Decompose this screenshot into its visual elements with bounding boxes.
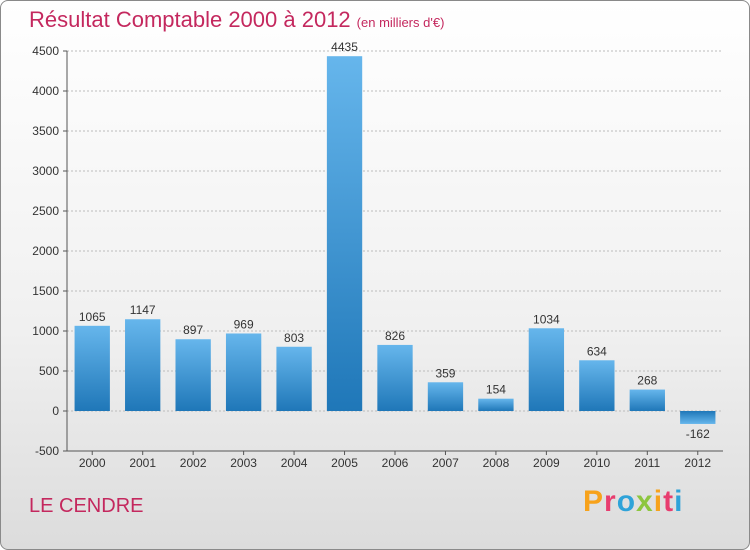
bar — [528, 328, 565, 411]
y-tick-label: -500 — [35, 444, 59, 458]
logo-letter: x — [636, 485, 654, 518]
x-tick-label: 2001 — [129, 456, 156, 470]
x-tick-label: 2009 — [533, 456, 560, 470]
data-label: 4435 — [331, 40, 358, 54]
data-label: 1034 — [533, 312, 560, 326]
chart-title: Résultat Comptable 2000 à 2012 (en millie… — [29, 7, 444, 33]
y-tick-label: 3500 — [32, 124, 59, 138]
x-tick-label: 2010 — [583, 456, 610, 470]
y-tick-label: 3000 — [32, 164, 59, 178]
logo-letter: o — [616, 485, 637, 518]
data-label: 634 — [587, 344, 607, 358]
proxiti-logo[interactable]: Proxiti — [583, 485, 683, 519]
y-tick-label: 4000 — [32, 84, 59, 98]
data-label: 969 — [234, 317, 254, 331]
y-tick-label: 1000 — [32, 324, 59, 338]
x-tick-label: 2006 — [382, 456, 409, 470]
y-tick-label: 2500 — [32, 204, 59, 218]
data-label: 803 — [284, 331, 304, 345]
data-label: 359 — [435, 366, 455, 380]
data-label: 897 — [183, 323, 203, 337]
x-tick-label: 2004 — [281, 456, 308, 470]
data-label: -162 — [686, 427, 710, 441]
bar — [427, 382, 464, 411]
commune-name: LE CENDRE — [29, 495, 144, 517]
y-tick-label: 4500 — [32, 44, 59, 58]
data-label: 1147 — [130, 303, 156, 317]
bar — [629, 389, 665, 411]
bar — [175, 339, 211, 411]
x-tick-label: 2002 — [180, 456, 207, 470]
bar — [680, 411, 716, 424]
bar — [579, 360, 615, 411]
y-tick-label: 1500 — [32, 284, 59, 298]
logo-letter: P — [583, 485, 605, 518]
bar — [276, 346, 312, 411]
bar — [225, 333, 262, 411]
bar — [326, 56, 363, 411]
bar — [125, 319, 161, 411]
x-tick-label: 2012 — [684, 456, 711, 470]
logo-letter: i — [674, 485, 684, 518]
logo-letter: i — [653, 485, 664, 518]
x-tick-label: 2008 — [483, 456, 510, 470]
data-label: 826 — [385, 329, 405, 343]
y-tick-label: 2000 — [32, 244, 59, 258]
x-tick-label: 2000 — [79, 456, 106, 470]
x-tick-label: 2003 — [230, 456, 257, 470]
x-tick-label: 2011 — [634, 456, 660, 470]
x-tick-label: 2005 — [331, 456, 358, 470]
logo-letter: r — [604, 485, 617, 518]
bar — [377, 344, 413, 411]
y-tick-label: 500 — [39, 364, 59, 378]
y-tick-label: 0 — [52, 404, 59, 418]
bar — [74, 325, 110, 411]
chart-subtitle: (en milliers d'€) — [356, 15, 445, 30]
x-tick-label: 2007 — [432, 456, 459, 470]
logo-letter: t — [663, 485, 675, 518]
data-label: 154 — [486, 383, 506, 397]
data-label: 1065 — [79, 310, 106, 324]
bar — [478, 398, 514, 411]
chart-title-text: Résultat Comptable 2000 à 2012 — [29, 7, 351, 32]
data-label: 268 — [637, 374, 657, 388]
